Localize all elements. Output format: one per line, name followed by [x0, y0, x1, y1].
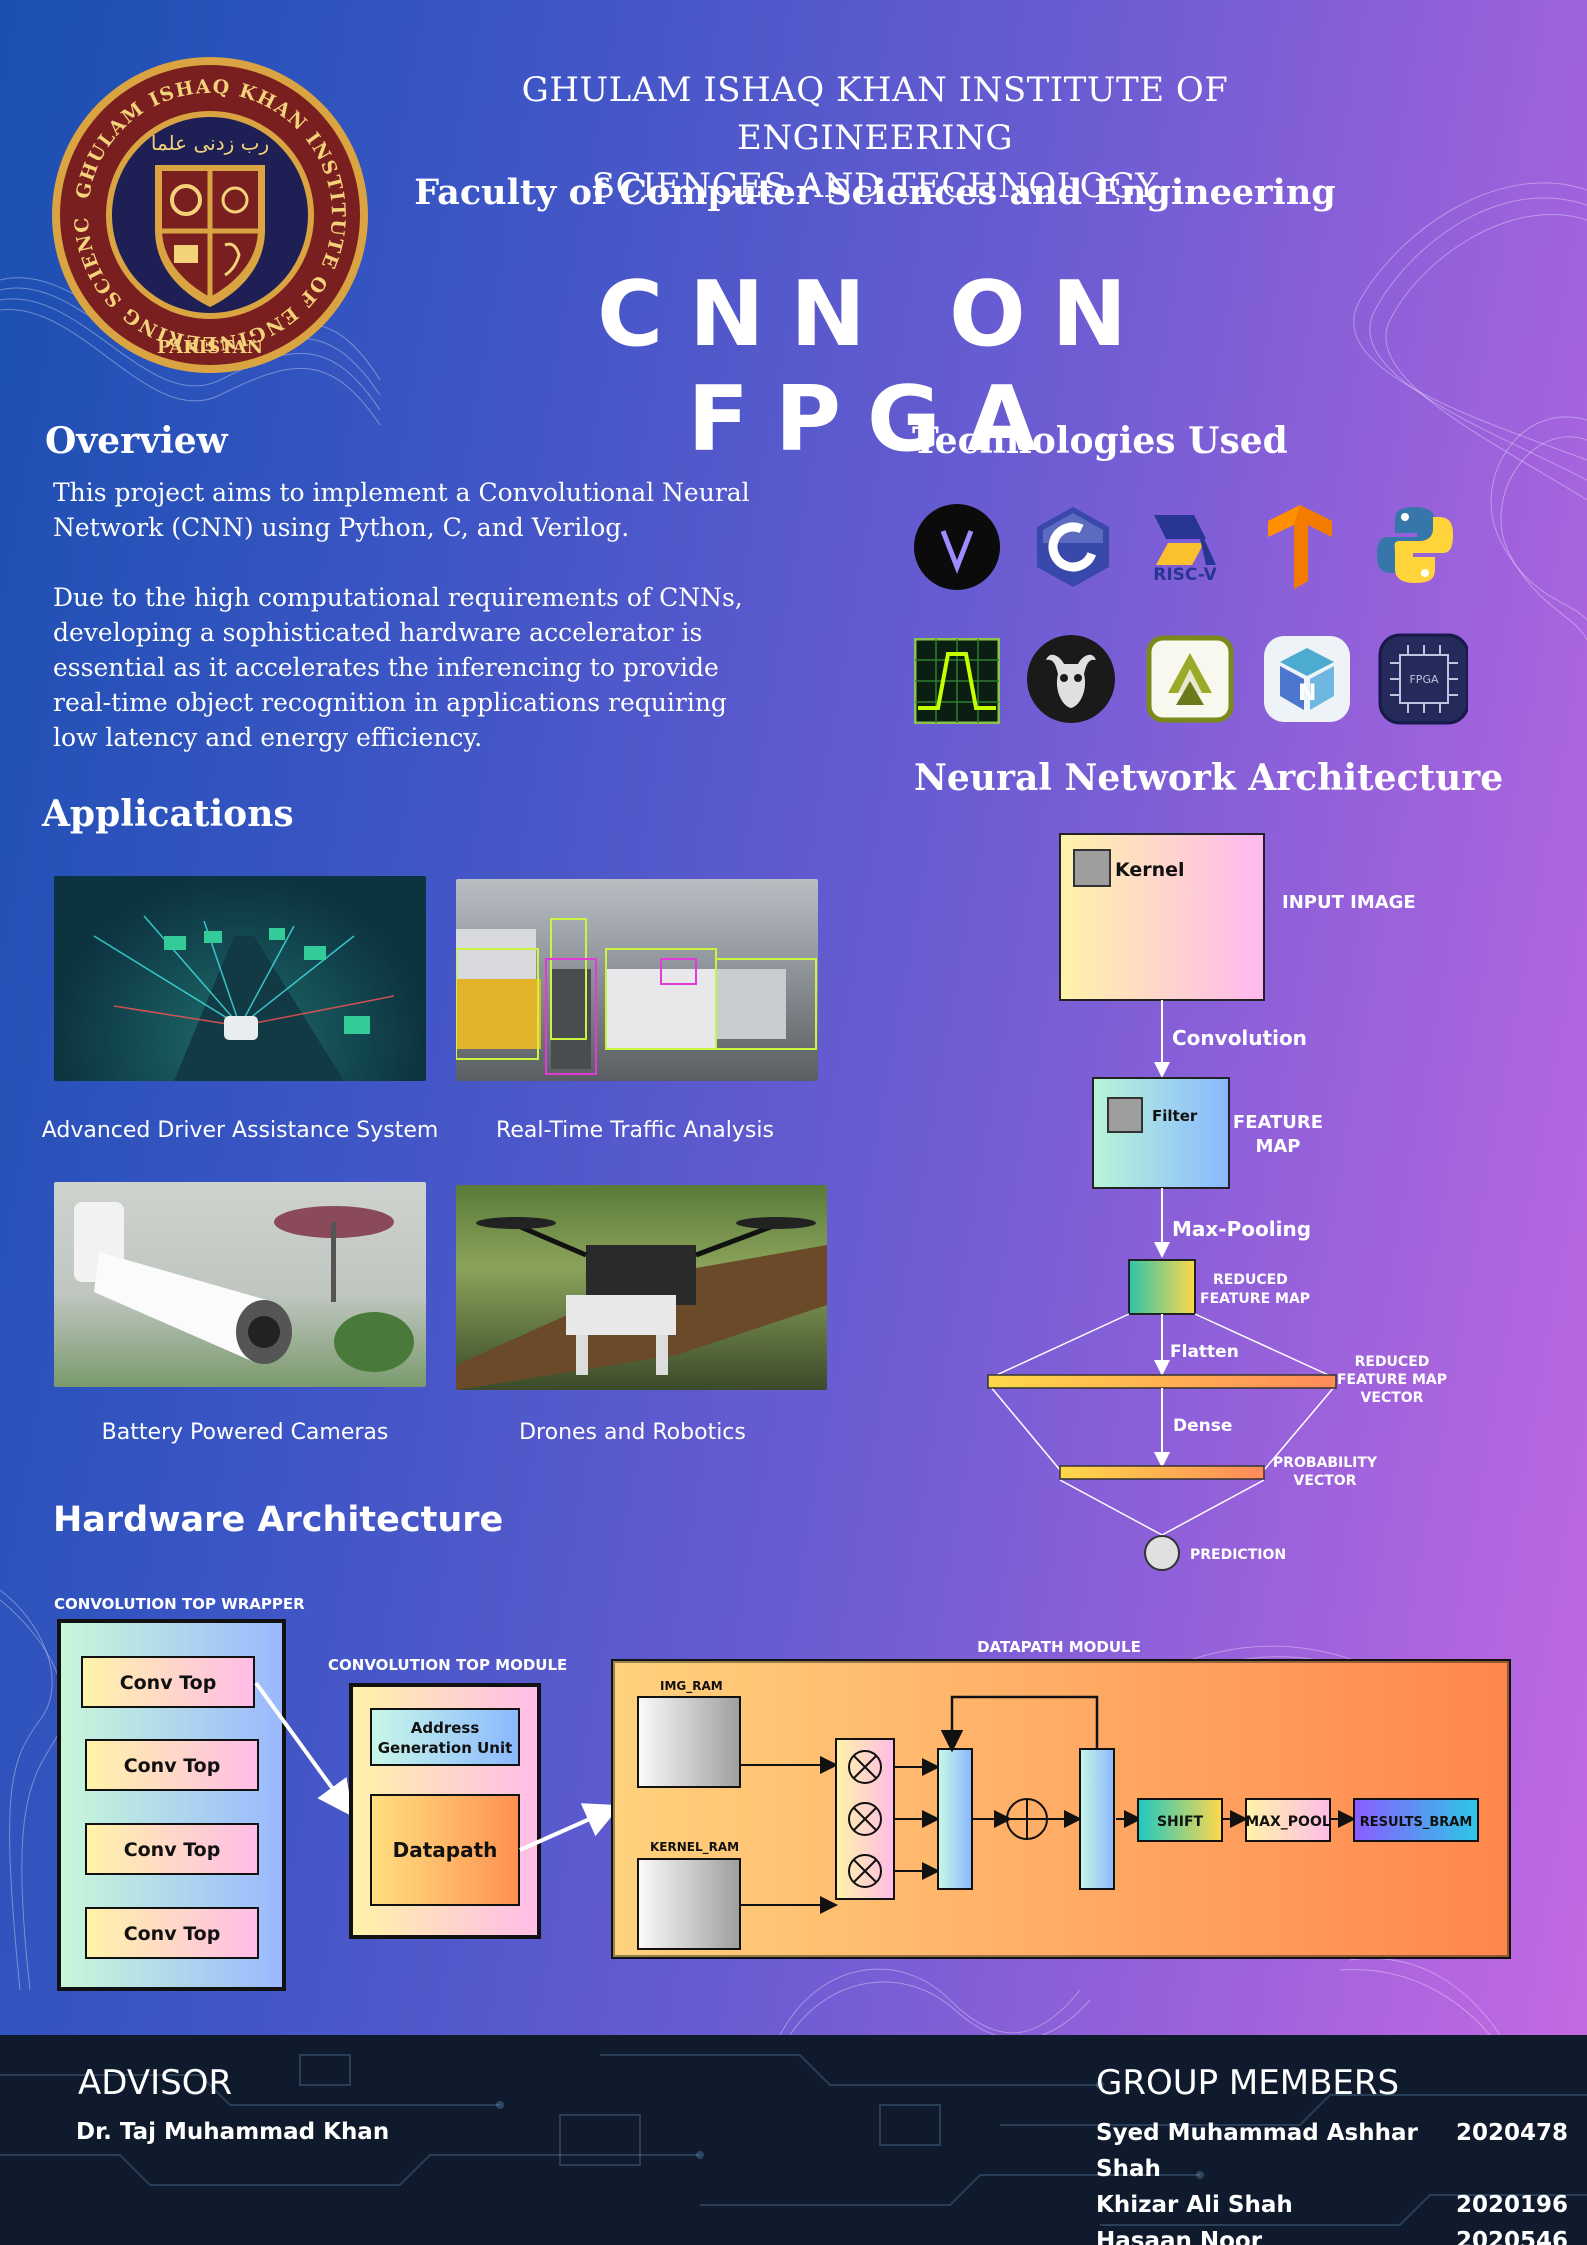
footer: ADVISOR Dr. Taj Muhammad Khan GROUP MEMB… [0, 2035, 1587, 2245]
app-caption-traffic: Real-Time Traffic Analysis [496, 1118, 774, 1143]
hardware-architecture-heading: Hardware Architecture [53, 1500, 504, 1540]
member-row: Syed Muhammad Ashhar Shah 2020478 [1096, 2120, 1568, 2182]
overview-heading: Overview [45, 420, 228, 462]
svg-text:Conv Top: Conv Top [124, 1839, 221, 1861]
svg-text:Kernel: Kernel [1115, 859, 1185, 881]
python-icon [1370, 500, 1460, 590]
results-bram-block [1353, 1798, 1479, 1842]
svg-text:CONVOLUTION TOP WRAPPER: CONVOLUTION TOP WRAPPER [54, 1595, 305, 1613]
feature-map-block: Filter [1092, 1077, 1230, 1189]
svg-text:REDUCED: REDUCED [1355, 1354, 1430, 1370]
app-caption-cameras: Battery Powered Cameras [101, 1420, 389, 1445]
svg-text:Dense: Dense [1173, 1416, 1232, 1436]
risc-v-icon: RISC-V [1140, 502, 1230, 592]
nn-architecture-heading: Neural Network Architecture [914, 757, 1504, 799]
advisor-heading: ADVISOR [78, 2063, 233, 2103]
address-generation-unit [370, 1708, 520, 1766]
applications-heading: Applications [42, 793, 294, 835]
gnu-icon [1026, 634, 1116, 724]
waveform-icon [912, 636, 1002, 726]
probability-vector-bar [1059, 1465, 1265, 1480]
input-image-block: Kernel [1059, 833, 1265, 1001]
svg-text:MAP: MAP [1255, 1136, 1300, 1157]
svg-text:KERNEL_RAM: KERNEL_RAM [650, 1840, 739, 1855]
svg-text:REDUCED: REDUCED [1213, 1272, 1288, 1288]
fpga-chip-icon: FPGA [1378, 633, 1468, 725]
advisor-name: Dr. Taj Muhammad Khan [76, 2119, 390, 2145]
svg-text:Address: Address [411, 1719, 480, 1737]
app-caption-drones: Drones and Robotics [519, 1420, 746, 1445]
member-row: Khizar Ali Shah 2020196 [1096, 2192, 1568, 2218]
adas-image [54, 876, 426, 1081]
svg-text:Conv Top: Conv Top [120, 1672, 217, 1694]
svg-text:Generation Unit: Generation Unit [378, 1739, 513, 1757]
svg-text:FPGA: FPGA [1409, 673, 1438, 686]
svg-text:FEATURE MAP: FEATURE MAP [1337, 1372, 1447, 1388]
svg-text:FEATURE: FEATURE [1233, 1112, 1323, 1133]
technologies-heading: Technologies Used [912, 420, 1288, 462]
traffic-analysis-image [456, 879, 818, 1081]
svg-text:Conv Top: Conv Top [124, 1923, 221, 1945]
svg-text:IMG_RAM: IMG_RAM [660, 1679, 723, 1694]
svg-text:Datapath: Datapath [393, 1838, 498, 1862]
vite-icon [912, 502, 1002, 592]
numpy-icon: N [1262, 634, 1352, 724]
institute-name: GHULAM ISHAQ KHAN INSTITUTE OF ENGINEERI… [521, 70, 1229, 206]
max-pool-block [1245, 1798, 1331, 1842]
svg-text:Flatten: Flatten [1170, 1342, 1239, 1362]
img-ram-block [637, 1696, 741, 1788]
svg-text:Filter: Filter [1152, 1107, 1198, 1125]
svg-text:PAKISTAN: PAKISTAN [157, 337, 263, 358]
svg-text:PREDICTION: PREDICTION [1190, 1547, 1286, 1563]
datapath-block [370, 1794, 520, 1906]
kernel-ram-block [637, 1858, 741, 1950]
nn-architecture-diagram: Kernel INPUT IMAGE Convolution Filter FE… [987, 833, 1447, 1571]
group-members-heading: GROUP MEMBERS [1096, 2063, 1400, 2103]
institute-logo-seal: GHULAM ISHAQ KHAN INSTITUTE OF ENGINEERI… [50, 55, 368, 373]
svg-text:Conv Top: Conv Top [124, 1755, 221, 1777]
battery-camera-image [54, 1182, 426, 1387]
svg-text:MAX_POOL: MAX_POOL [1245, 1814, 1331, 1830]
svg-text:Convolution: Convolution [1172, 1026, 1307, 1050]
svg-text:INPUT IMAGE: INPUT IMAGE [1282, 892, 1416, 913]
circuit-background [0, 2054, 1587, 2226]
register-stage-1 [937, 1748, 973, 1890]
tensorflow-icon [1255, 500, 1345, 590]
svg-text:VECTOR: VECTOR [1294, 1473, 1357, 1489]
register-stage-2 [1079, 1748, 1115, 1890]
xilinx-icon [1145, 634, 1235, 724]
svg-text:PROBABILITY: PROBABILITY [1273, 1455, 1378, 1471]
c-language-icon [1028, 502, 1118, 592]
drone-robot-image [456, 1185, 827, 1390]
member-row: Hasaan Noor 2020546 [1096, 2228, 1568, 2245]
flatten-vector-bar [987, 1374, 1337, 1389]
shift-block [1137, 1798, 1223, 1842]
svg-text:FEATURE MAP: FEATURE MAP [1200, 1291, 1310, 1307]
overview-text: This project aims to implement a Convolu… [53, 478, 750, 752]
faculty-name: Faculty of Computer Sciences and Enginee… [414, 172, 1336, 213]
reduced-feature-map-block [1128, 1259, 1196, 1315]
svg-text:N: N [1298, 681, 1316, 706]
prediction-node [1144, 1535, 1180, 1571]
svg-text:DATAPATH MODULE: DATAPATH MODULE [977, 1638, 1141, 1656]
svg-text:رب زدنی علما: رب زدنی علما [151, 131, 269, 155]
svg-text:SHIFT: SHIFT [1157, 1814, 1204, 1830]
app-caption-adas: Advanced Driver Assistance System [41, 1118, 439, 1143]
svg-text:RESULTS_BRAM: RESULTS_BRAM [1360, 1815, 1473, 1830]
svg-text:VECTOR: VECTOR [1361, 1390, 1424, 1406]
svg-text:Max-Pooling: Max-Pooling [1172, 1217, 1311, 1241]
poster-title: CNN ON FPGA [597, 262, 1153, 472]
svg-text:CONVOLUTION TOP MODULE: CONVOLUTION TOP MODULE [328, 1656, 567, 1674]
hardware-architecture-diagram: CONVOLUTION TOP WRAPPER Conv Top Conv To… [54, 1595, 1511, 1991]
group-members-list: Syed Muhammad Ashhar Shah 2020478 Khizar … [1096, 2115, 1568, 2245]
